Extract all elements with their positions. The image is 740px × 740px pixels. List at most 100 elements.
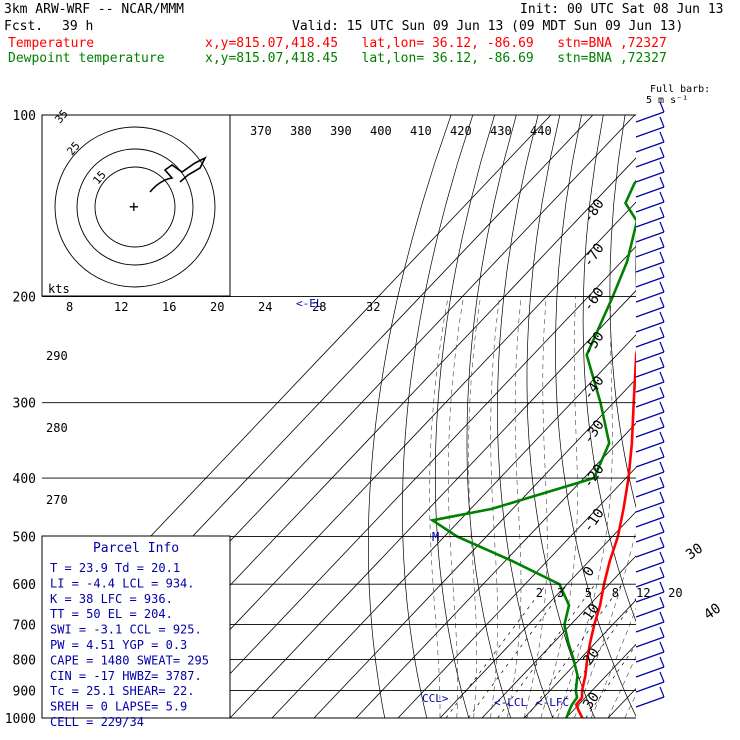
wind-barb-shaft [635,321,665,333]
dewpoint-profile [429,179,636,718]
wind-barb [635,386,665,408]
moist-adiabat [468,296,481,718]
outer-label: 40 [701,601,724,624]
theta-label: 390 [330,124,352,138]
wind-barb [635,671,665,693]
init-time: Init: 00 UTC Sat 08 Jun 13 [520,2,724,17]
wind-barb-shaft [635,681,665,693]
wind-barb [635,536,665,558]
dry-adiabat [661,115,740,718]
wind-barb-shaft [635,336,665,348]
parcel-info-title: Parcel Info [93,541,179,556]
wind-barb [635,371,665,393]
pressure-tick-label: 100 [13,109,36,124]
isotherm [692,115,740,718]
parcel-info-row: Tc = 25.1 SHEAR= 22. [50,684,195,698]
moist-adiabat [490,296,500,718]
wind-barb-flag [659,236,665,248]
wind-barb-flag [659,476,665,488]
hodograph-box [41,114,231,297]
dry-adiabat [434,115,495,718]
hodograph-trace [149,156,207,193]
isotherm-label: 30 [580,689,603,712]
pressure-tick-label: 600 [13,578,36,593]
wind-barb-shaft [635,606,665,618]
wind-barb-flag [659,566,665,578]
isotherm-label: -80 [580,196,608,226]
wind-barb-shaft [635,171,665,183]
wind-barb [635,296,665,318]
wind-barb [635,116,665,138]
theta-label: 440 [530,124,552,138]
wind-barb-flag [659,461,665,473]
wind-barb-flag [659,581,665,593]
wind-barb-shaft [635,156,665,168]
wind-barb-flag [659,416,665,428]
wind-barb-shaft [635,231,665,243]
isotherm [355,422,636,718]
wind-barb-shaft [635,471,665,483]
parcel-info-row: SWI = -3.1 CCL = 925. [50,623,202,637]
pressure-tick-label: 800 [13,654,36,669]
isotherm [481,555,636,718]
pressure-tick-label: 500 [13,530,36,545]
parcel-info-row: CIN = -17 HWBZ= 3787. [50,669,202,683]
outer-label: 30 [683,541,706,564]
isotherm-label: 0 [580,564,598,580]
pressure-tick-label: 300 [13,397,36,412]
wind-barb [635,551,665,573]
wind-barb-shaft [635,111,665,123]
wind-barb-shaft [635,561,665,573]
speed-tick-label: 12 [114,300,128,314]
isotherm [439,511,636,718]
wind-barb [635,341,665,363]
isotherm-label: -20 [580,461,608,491]
dry-adiabat [710,115,740,718]
wind-barb-flag [659,536,665,548]
forecast-hour: 39 h [62,19,94,34]
lcl-marker: <-LCL [494,696,527,709]
wind-barb-flag [659,371,665,383]
dewpoint-legend: Dewpoint temperature [8,51,165,66]
wind-barb-flag [659,356,665,368]
m-marker: M [432,530,439,544]
wind-barb [635,326,665,348]
parcel-info-row: LI = -4.4 LCL = 934. [50,576,195,590]
wind-barb-shaft [635,291,665,303]
theta-side-label: 290 [46,349,68,363]
wind-barb-flag [659,551,665,563]
hodograph-units: kts [48,282,70,296]
wind-barb [635,236,665,258]
wind-barb [635,581,665,603]
theta-label: 430 [490,124,512,138]
parcel-info-box: Parcel Info T = 23.9 Td = 20.1LI = -4.4 L… [41,535,231,729]
mixing-ratio-label: 8 [612,586,619,600]
wind-barb [635,146,665,168]
wind-barb-flag [659,686,665,698]
speed-tick-label: 16 [162,300,176,314]
wind-barb-shaft [635,591,665,603]
barb-key-line1: Full barb: [650,84,710,95]
wind-barb-flag [659,176,665,188]
isotherm-label: 10 [580,601,603,624]
mixing-ratio-line [551,597,636,718]
dry-adiabat [609,115,636,509]
pressure-tick-label: 400 [13,472,36,487]
el-marker: <-EL [296,297,323,310]
wind-barb-flag [659,146,665,158]
theta-side-label: 280 [46,421,68,435]
wind-barb [635,191,665,213]
barb-key-line2: 5 m s⁻¹ [646,95,688,106]
wind-barb [635,221,665,243]
wind-barb-flag [659,431,665,443]
wind-barb-shaft [635,501,665,513]
wind-barb [635,596,665,618]
wind-barb-shaft [635,366,665,378]
wind-barb-flag [659,386,665,398]
wind-barb-flag [659,446,665,458]
wind-barb [635,656,665,678]
pressure-tick-label: 1000 [5,712,36,727]
wind-barb-shaft [635,486,665,498]
